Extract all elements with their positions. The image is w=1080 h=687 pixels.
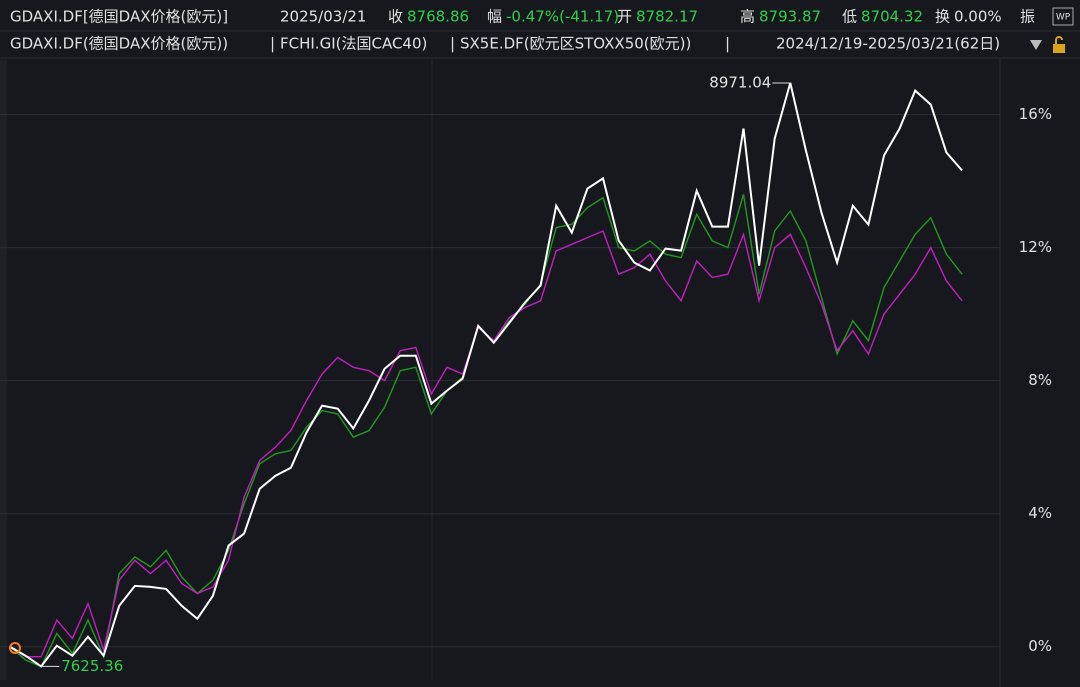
field-value: 8782.17: [636, 8, 698, 26]
legend-entry: FCHI.GI(法国CAC40): [280, 35, 427, 53]
series-line: [9, 82, 963, 668]
max-label: 8971.04: [709, 73, 771, 91]
dropdown-icon[interactable]: [1030, 40, 1042, 50]
field-value: 0.00%: [954, 8, 1002, 26]
field-value: -0.47%(-41.17): [506, 8, 619, 26]
left-strip: [0, 60, 7, 680]
y-tick-label: 16%: [1019, 105, 1052, 123]
legend-separator: |: [270, 35, 275, 53]
legend-separator: |: [725, 35, 730, 53]
field-label: 收: [388, 8, 403, 26]
date: 2025/03/21: [280, 8, 366, 26]
field-label: 换: [935, 8, 950, 26]
y-tick-label: 12%: [1019, 238, 1052, 256]
field-label: 幅: [487, 8, 502, 26]
start-marker: [9, 642, 21, 654]
y-tick-label: 4%: [1028, 504, 1052, 522]
legend-entry: SX5E.DF(欧元区STOXX50(欧元)): [460, 35, 691, 53]
lock-shackle: [1055, 36, 1063, 44]
wp-icon[interactable]: [1052, 7, 1074, 26]
legend-separator: |: [450, 35, 455, 53]
lock-icon[interactable]: [1053, 44, 1065, 53]
field-label: 高: [740, 8, 755, 26]
legend-entry: GDAXI.DF(德国DAX价格(欧元)): [10, 35, 228, 53]
wp-icon-text[interactable]: WP: [1056, 13, 1071, 23]
field-label: 开: [617, 8, 632, 26]
field-value: 8768.86: [407, 8, 469, 26]
symbol: GDAXI.DF[德国DAX价格(欧元)]: [10, 8, 228, 26]
more-field: 振: [1020, 8, 1035, 26]
legend: GDAXI.DF(德国DAX价格(欧元)) | FCHI.GI(法国CAC40) | S…: [10, 35, 1000, 53]
quote-fields: 收 8768.86 幅 -0.47%(-41.17)开 8782.17 高 8793.87 低…: [388, 8, 1002, 26]
field-label: 低: [842, 8, 857, 26]
field-value: 8793.87: [759, 8, 821, 26]
plot: 0% 4% 8% 12% 16% 8971.04 7625.36: [0, 73, 1052, 675]
y-tick-label: 8%: [1028, 371, 1052, 389]
y-tick-label: 0%: [1028, 637, 1052, 655]
field-value: 8704.32: [861, 8, 923, 26]
min-label: 7625.36: [61, 657, 123, 675]
range-label: 2024/12/19-2025/03/21(62日): [776, 35, 1000, 53]
